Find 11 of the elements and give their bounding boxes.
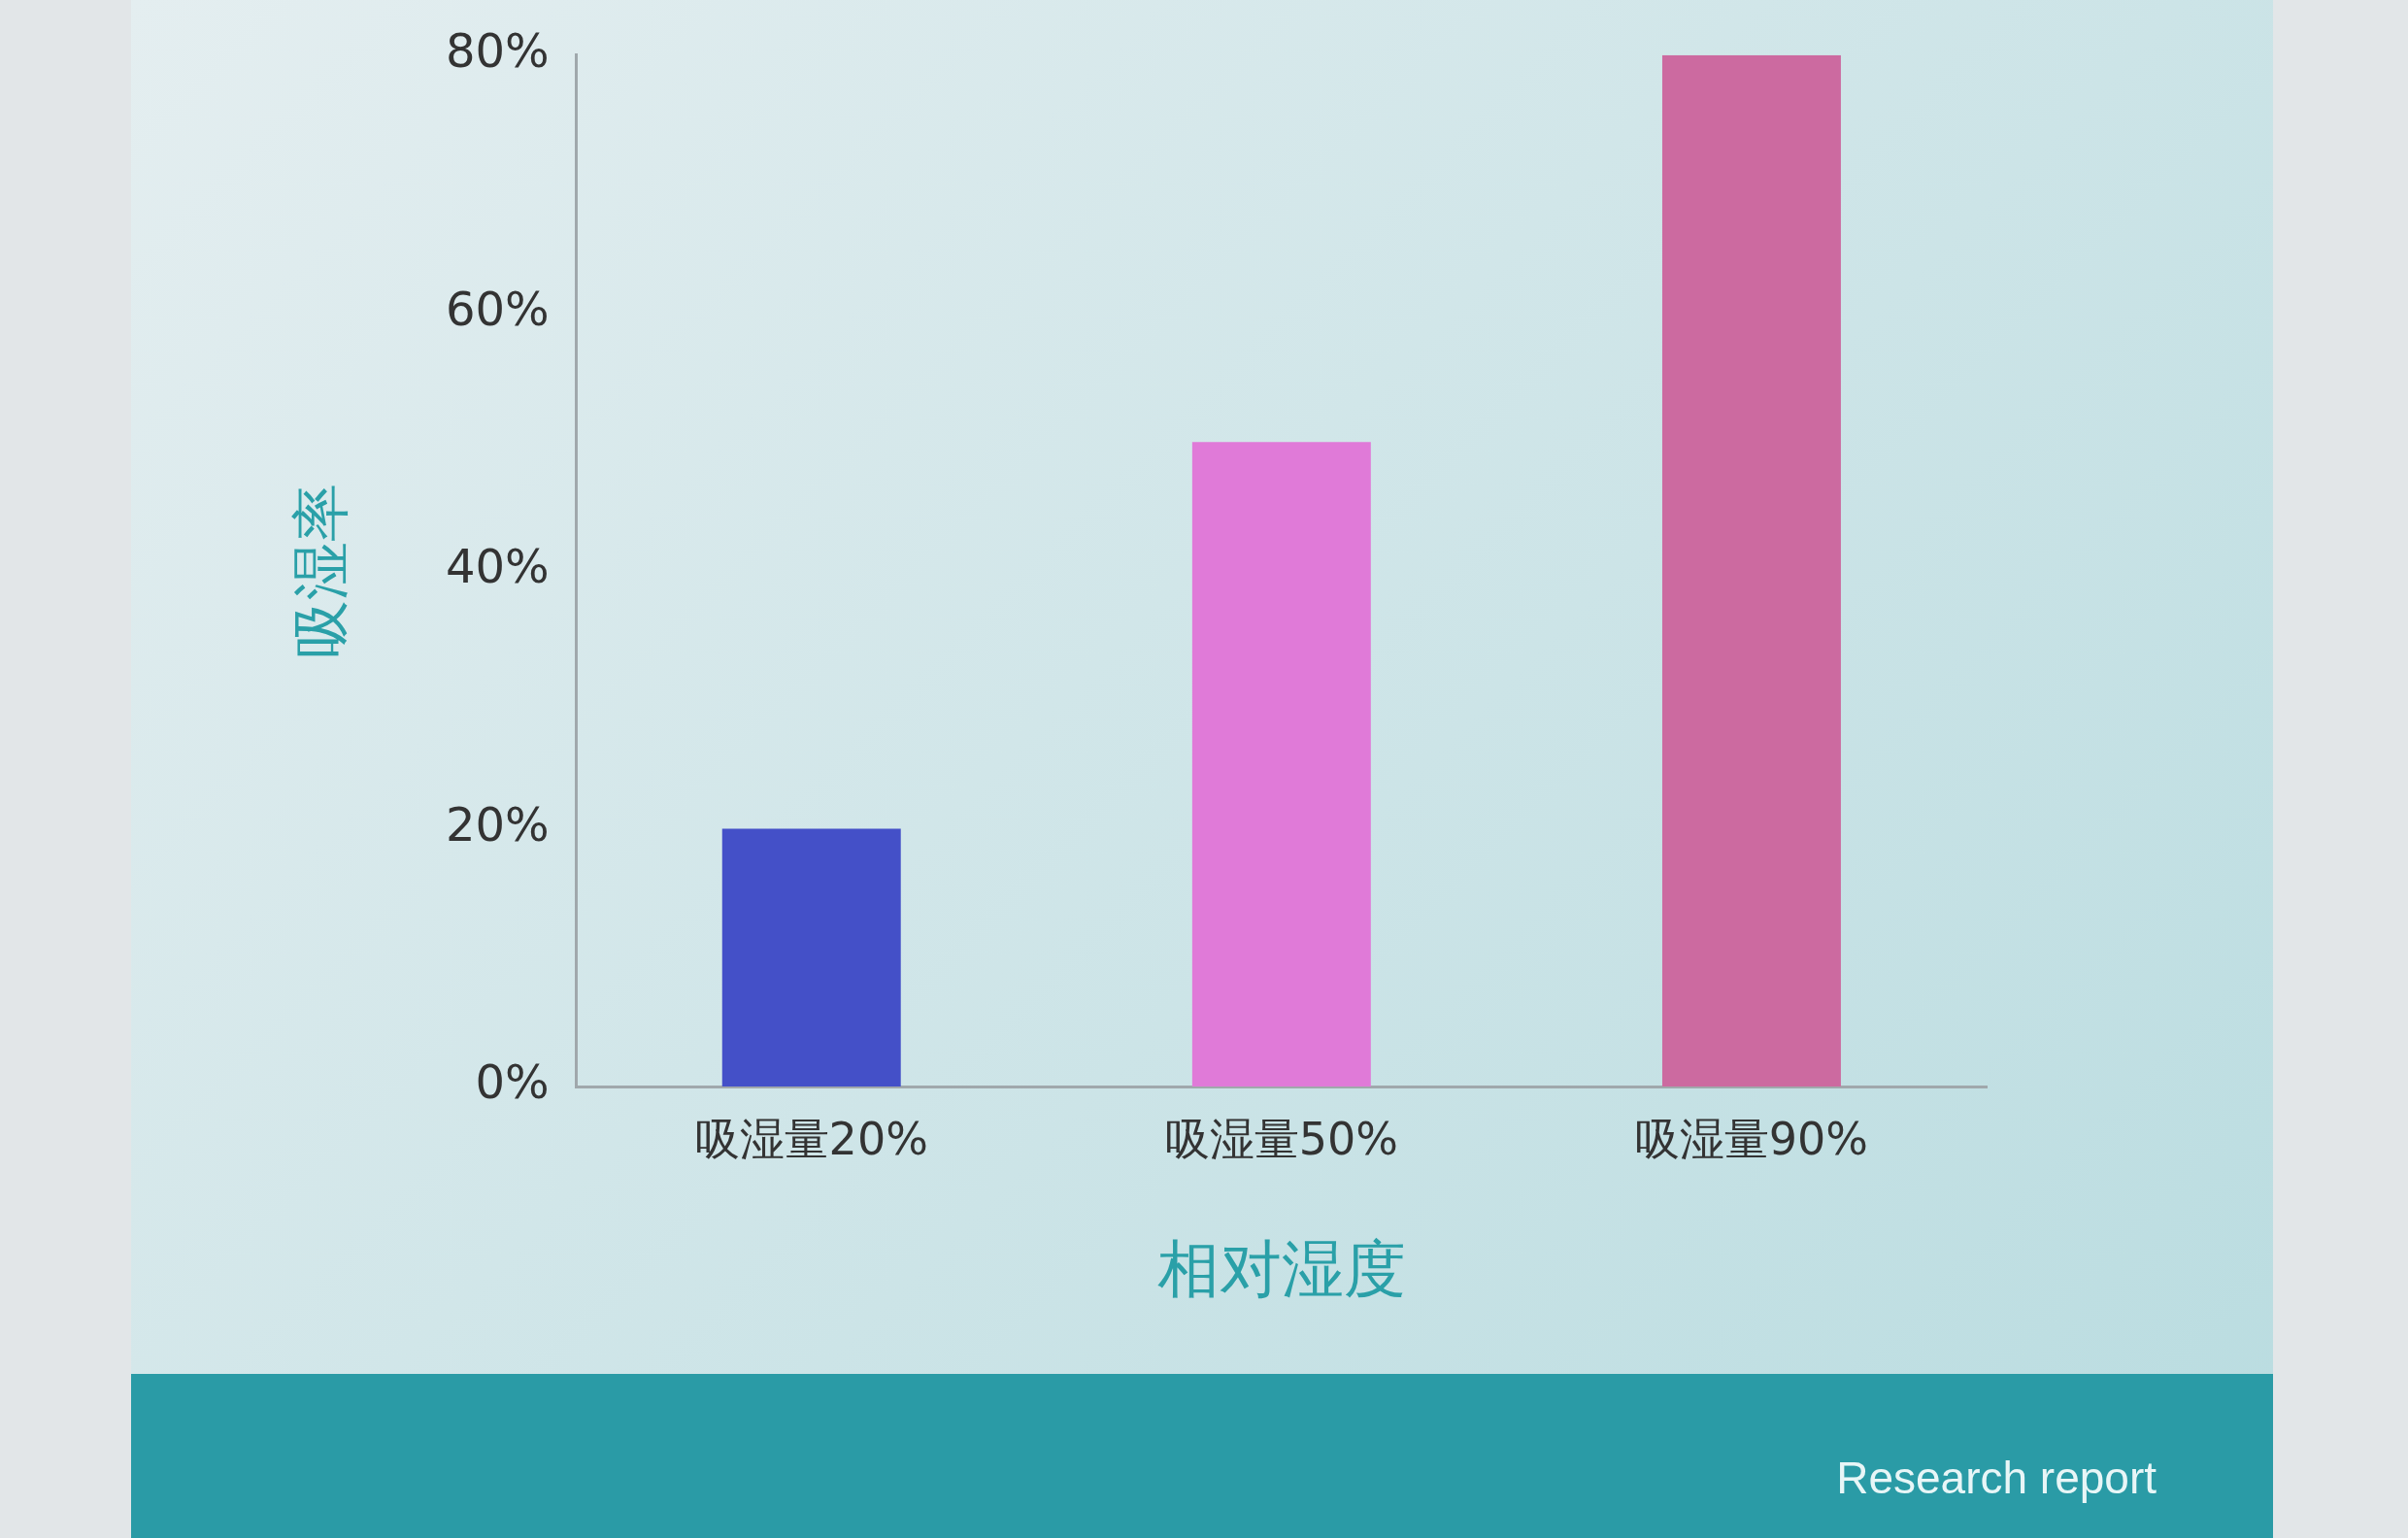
x-tick-label: 吸湿量20%	[694, 1112, 928, 1165]
text: Research report	[1836, 1452, 2157, 1504]
y-tick-label: 20%	[446, 796, 550, 852]
x-tick-label: 吸湿量50%	[1164, 1112, 1398, 1165]
y-tick-label: 0%	[475, 1054, 550, 1110]
y-tick-label: 40%	[446, 539, 550, 594]
x-axis-title: 相对湿度	[1156, 1233, 1406, 1306]
y-tick-label: 60%	[446, 281, 550, 336]
x-tick-label: 吸湿量90%	[1634, 1112, 1869, 1165]
y-axis-title: 吸湿率	[285, 483, 354, 658]
y-tick-label: 80%	[446, 23, 550, 79]
